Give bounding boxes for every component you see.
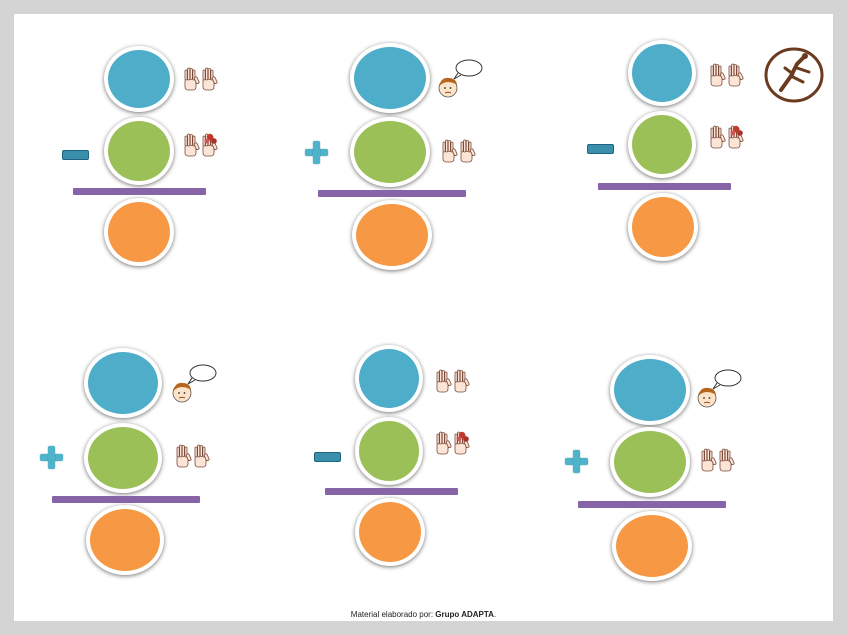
thinking-child-icon (438, 58, 484, 105)
result-divider (325, 488, 458, 495)
plus-sign-icon (565, 450, 588, 473)
hands-with-flowers-icon (432, 430, 470, 461)
answer-circle (355, 498, 425, 566)
hands-with-flowers-icon (706, 124, 744, 155)
thinking-child-icon (172, 363, 218, 410)
result-divider (52, 496, 200, 503)
result-divider (73, 188, 206, 195)
thinking-child-icon (697, 368, 743, 415)
middle-circle (104, 117, 174, 185)
minus-sign-icon (314, 452, 341, 462)
plus-sign-icon (305, 141, 328, 164)
result-divider (318, 190, 466, 197)
open-hands-icon (432, 368, 470, 399)
hands-with-flowers-icon (180, 132, 218, 163)
minus-sign-icon (62, 150, 89, 160)
top-circle (628, 40, 696, 106)
footer-prefix: Material elaborado por: (350, 610, 436, 619)
plus-sign-icon (40, 446, 63, 469)
footer-credit: Material elaborado por: Grupo ADAPTA. (0, 610, 847, 619)
open-hands-icon (697, 447, 735, 478)
open-hands-icon (180, 66, 218, 97)
open-hands-icon (706, 62, 744, 93)
open-hands-icon (172, 443, 210, 474)
result-divider (578, 501, 726, 508)
answer-circle (352, 200, 432, 270)
middle-circle (350, 117, 430, 187)
answer-circle (628, 193, 698, 261)
result-divider (598, 183, 731, 190)
top-circle (350, 43, 430, 113)
answer-circle (104, 198, 174, 266)
footer-author: Grupo ADAPTA (435, 610, 494, 619)
open-hands-icon (438, 138, 476, 169)
middle-circle (355, 417, 423, 485)
answer-circle (86, 505, 164, 575)
runner-logo-icon (764, 47, 824, 103)
middle-circle (84, 423, 162, 493)
top-circle (84, 348, 162, 418)
footer-suffix: . (493, 610, 497, 619)
top-circle (104, 46, 174, 112)
middle-circle (610, 427, 690, 497)
top-circle (610, 355, 690, 425)
answer-circle (612, 511, 692, 581)
middle-circle (628, 111, 696, 178)
minus-sign-icon (587, 144, 614, 154)
top-circle (355, 345, 423, 412)
